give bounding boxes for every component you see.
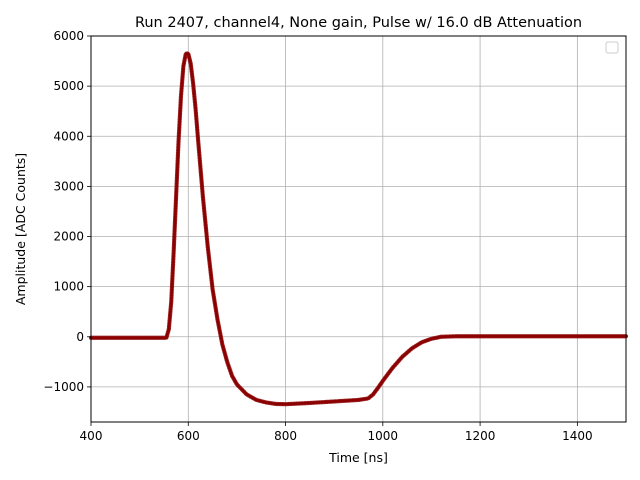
- data-series: [88, 51, 629, 407]
- y-tick-label: 0: [76, 330, 84, 344]
- y-axis-ticks: −1000 0 1000 2000 3000 4000 5000 6000: [43, 29, 91, 394]
- y-tick-label: 1000: [53, 280, 84, 294]
- x-tick-label: 600: [177, 429, 200, 443]
- x-tick-label: 1000: [368, 429, 399, 443]
- y-tick-label: 3000: [53, 179, 84, 193]
- x-axis-label: Time [ns]: [328, 450, 388, 465]
- y-axis-label: Amplitude [ADC Counts]: [13, 153, 28, 305]
- y-tick-label: 6000: [53, 29, 84, 43]
- chart-title: Run 2407, channel4, None gain, Pulse w/ …: [135, 15, 582, 31]
- y-tick-label: 2000: [53, 230, 84, 244]
- x-axis-ticks: 400 600 800 1000 1200 1400: [80, 422, 593, 443]
- x-tick-label: 800: [274, 429, 297, 443]
- y-tick-label: −1000: [43, 380, 84, 394]
- plot-frame: [90, 35, 627, 423]
- x-tick-label: 1200: [465, 429, 496, 443]
- y-tick-label: 4000: [53, 129, 84, 143]
- legend-box: [605, 41, 619, 54]
- y-tick-label: 5000: [53, 79, 84, 93]
- x-tick-label: 1400: [562, 429, 593, 443]
- x-tick-label: 400: [80, 429, 103, 443]
- series-points: [88, 51, 629, 407]
